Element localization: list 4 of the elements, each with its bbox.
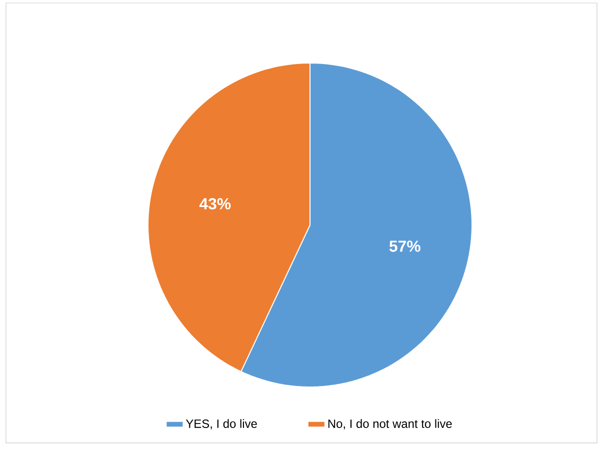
data-label: 43% — [199, 198, 231, 210]
legend-label: No, I do not want to live — [328, 419, 452, 430]
legend-label: YES, I do live — [186, 419, 257, 430]
data-label: 57% — [389, 240, 420, 252]
